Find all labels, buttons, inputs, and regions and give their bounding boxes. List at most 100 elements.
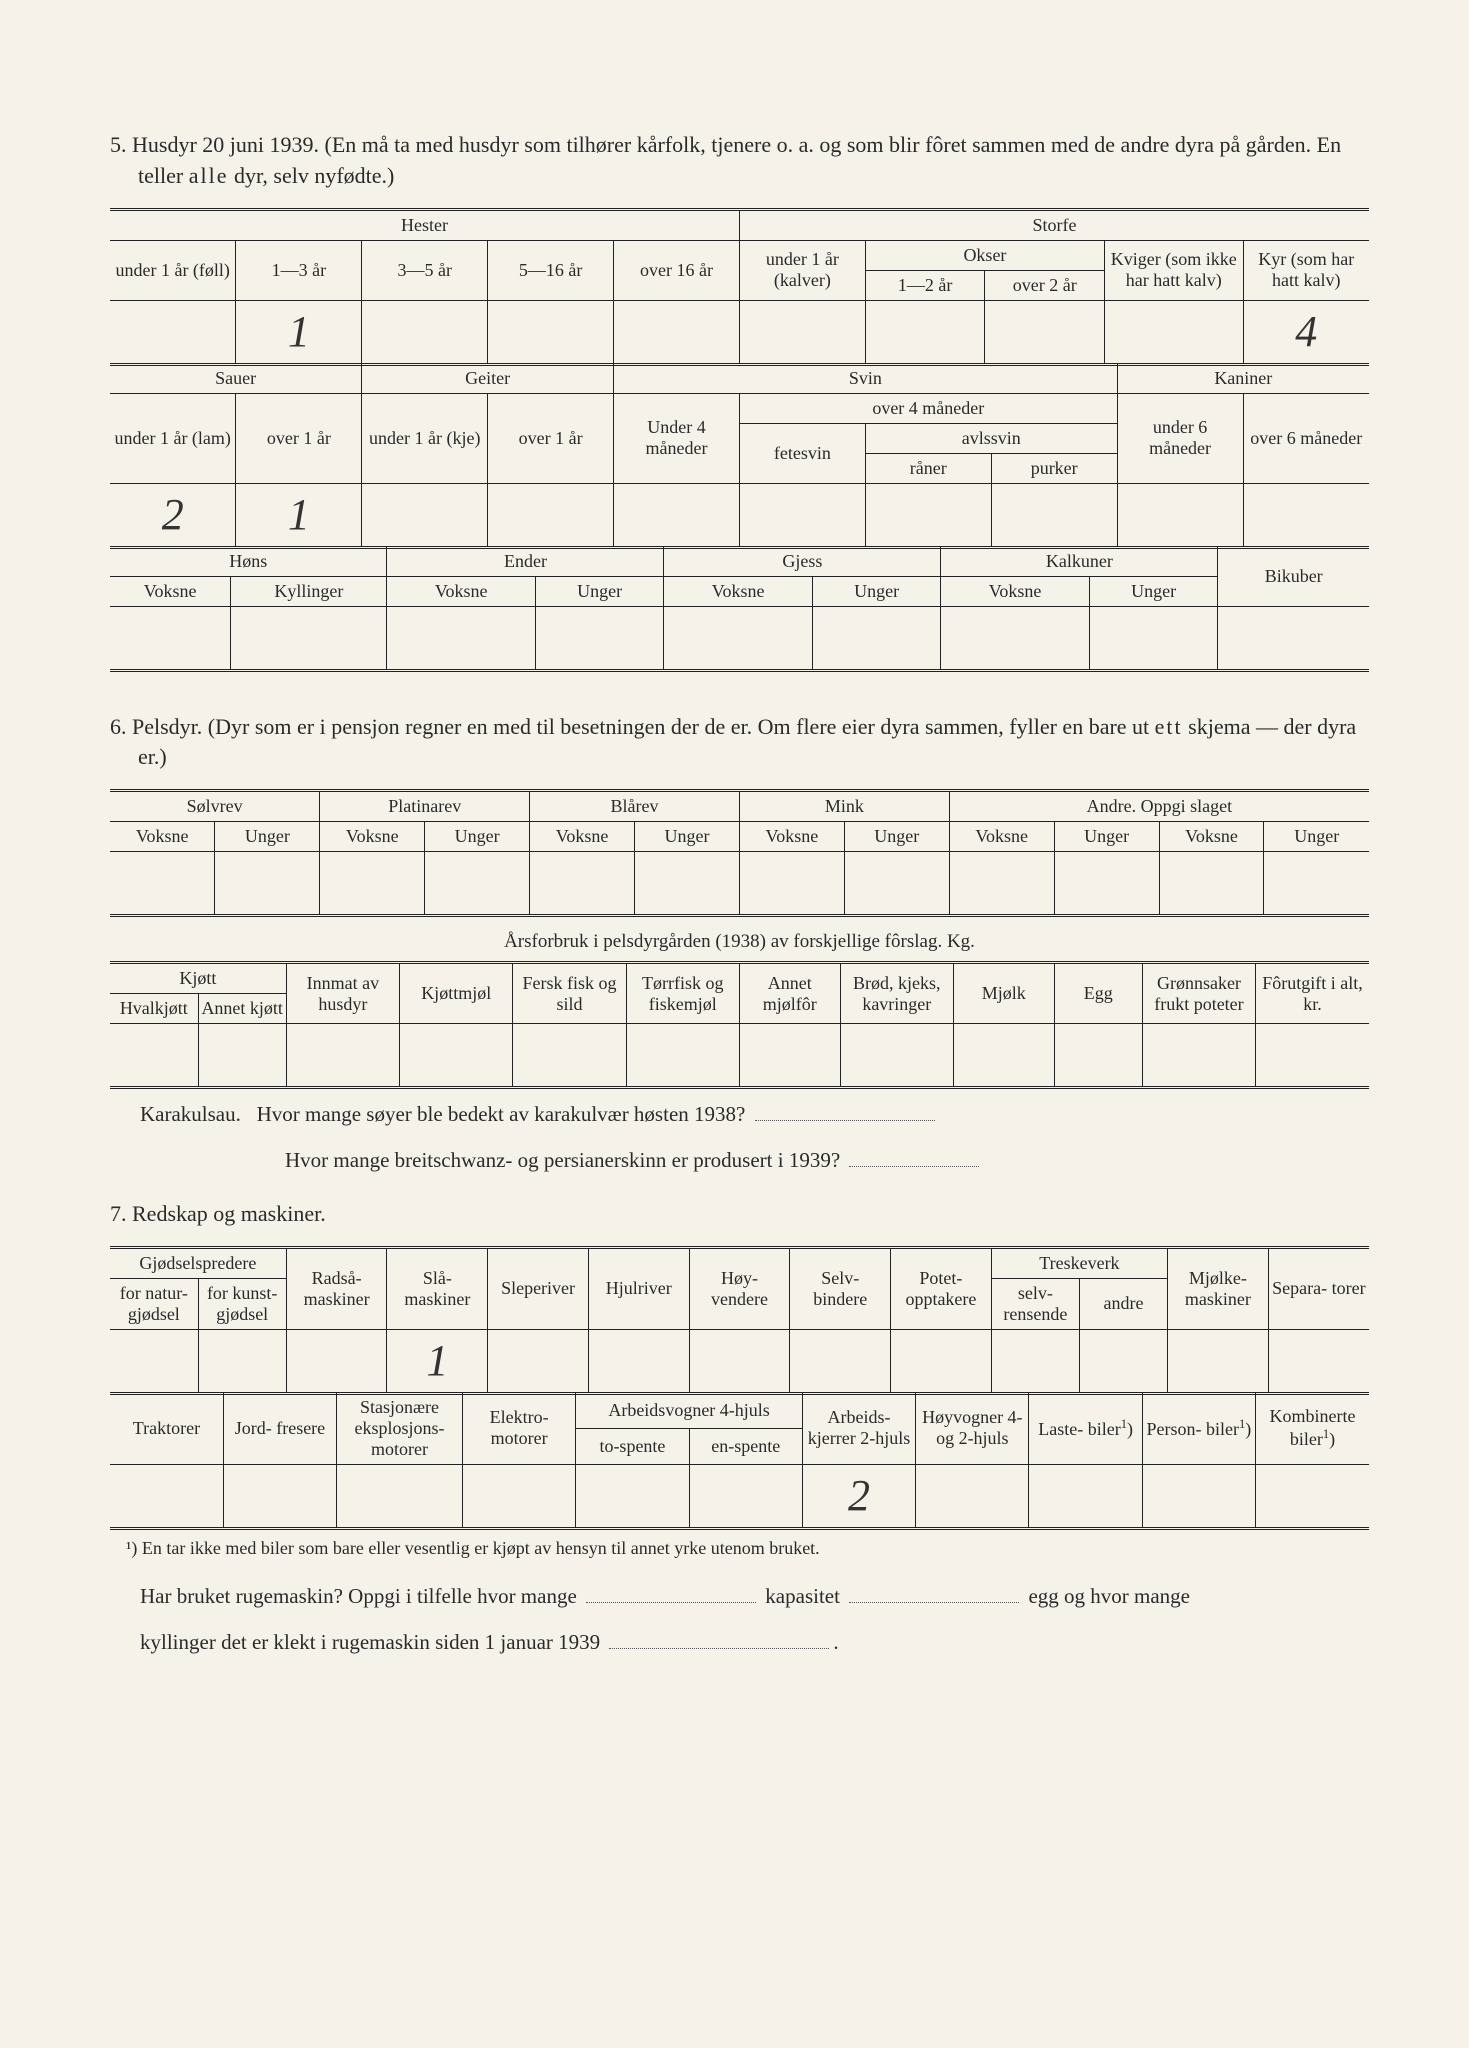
s7-heading: 7. Redskap og maskiner. [110, 1199, 1369, 1230]
cell [462, 1464, 575, 1528]
cell [110, 1024, 198, 1088]
cell [953, 1024, 1054, 1088]
cell [844, 852, 949, 916]
th-selvb: Selv- bindere [790, 1247, 891, 1329]
blank-line [849, 1582, 1019, 1603]
th-u: Unger [1089, 576, 1218, 606]
th-sep: Separa- torer [1268, 1247, 1369, 1329]
th-gjspr: Gjødselspredere [110, 1247, 286, 1278]
karakul-label: Karakulsau. [140, 1102, 241, 1126]
th-u: Unger [1264, 822, 1369, 852]
th-h-u1: under 1 år (føll) [110, 240, 236, 300]
blank-line [849, 1146, 979, 1167]
cell [1089, 606, 1218, 670]
th-storfe: Storfe [739, 209, 1369, 240]
cell [110, 1329, 198, 1393]
th-sv-o4: over 4 måneder [739, 393, 1117, 423]
th-sa-o1: over 1 år [236, 393, 362, 483]
th-svin: Svin [614, 364, 1118, 394]
ruge-q1: Har bruket rugemaskin? Oppgi i tilfelle … [140, 1577, 1369, 1617]
th-ka-o6: over 6 måneder [1243, 393, 1369, 483]
th-elektro: Elektro- motorer [462, 1393, 575, 1465]
th-v: Voksne [1159, 822, 1264, 852]
th-jord: Jord- fresere [223, 1393, 336, 1465]
s7-num: 7. [110, 1201, 127, 1226]
cell [949, 852, 1054, 916]
th-andre: Andre. Oppgi slaget [949, 791, 1369, 822]
cell [530, 852, 635, 916]
cell [110, 1464, 223, 1528]
th-solv: Sølvrev [110, 791, 320, 822]
cell-kyr: 4 [1243, 300, 1369, 364]
cell [1142, 1024, 1255, 1088]
cell [739, 1024, 840, 1088]
th-plat: Platinarev [320, 791, 530, 822]
cell [1264, 852, 1369, 916]
cell [1268, 1329, 1369, 1393]
th-hjul: Hjulriver [588, 1247, 689, 1329]
cell [916, 1464, 1029, 1528]
s7-title: Redskap og maskiner. [132, 1201, 326, 1226]
cell [1117, 483, 1243, 547]
th-hons: Høns [110, 547, 387, 577]
cell [614, 483, 740, 547]
cell [1159, 852, 1264, 916]
cell-sla: 1 [387, 1329, 488, 1393]
th-u: Unger [215, 822, 320, 852]
th-annetm: Annet mjølfôr [739, 963, 840, 1024]
th-hval: Hvalkjøtt [110, 994, 198, 1024]
cell [664, 606, 812, 670]
th-potet: Potet- opptakere [891, 1247, 992, 1329]
th-bla: Blårev [530, 791, 740, 822]
th-hoyv: Høyvogner 4- og 2-hjuls [916, 1393, 1029, 1465]
th-v: Voksne [664, 576, 812, 606]
th-egg: Egg [1054, 963, 1142, 1024]
th-avls: avlssvin [865, 423, 1117, 453]
th-annetk: Annet kjøtt [198, 994, 286, 1024]
cell [739, 483, 865, 547]
cell [812, 606, 941, 670]
th-slep: Sleperiver [488, 1247, 589, 1329]
th-kaniner: Kaniner [1117, 364, 1369, 394]
cell [739, 852, 844, 916]
s6-num: 6. [110, 714, 127, 739]
th-v: Voksne [110, 822, 215, 852]
cell [231, 606, 387, 670]
cell [535, 606, 664, 670]
th-h13: 1—3 år [236, 240, 362, 300]
q1c: egg og hvor mange [1028, 1584, 1190, 1608]
s5-table2: Sauer Geiter Svin Kaniner under 1 år (la… [110, 364, 1369, 549]
th-ho16: over 16 år [614, 240, 740, 300]
karakul-text2: Hvor mange breitschwanz- og persianerski… [285, 1148, 840, 1172]
th-v: Voksne [941, 576, 1089, 606]
th-ender: Ender [387, 547, 664, 577]
th-mink: Mink [739, 791, 949, 822]
th-v: Voksne [387, 576, 535, 606]
th-v: Voksne [530, 822, 635, 852]
q2a: kyllinger det er klekt i rugemaskin side… [140, 1630, 600, 1654]
cell [425, 852, 530, 916]
th-fete: fetesvin [739, 423, 865, 483]
th-v: Voksne [320, 822, 425, 852]
cell [513, 1024, 626, 1088]
cell [1168, 1329, 1269, 1393]
th-torr: Tørrfisk og fiskemjøl [626, 963, 739, 1024]
s5-title-em: alle [189, 163, 229, 188]
cell [400, 1024, 513, 1088]
s7-table2: Traktorer Jord- fresere Stasjonære ekspl… [110, 1393, 1369, 1530]
cell [840, 1024, 953, 1088]
th-arb4: Arbeidsvogner 4-hjuls [576, 1393, 803, 1428]
cell [985, 300, 1105, 364]
th-u: Unger [1054, 822, 1159, 852]
cell [1256, 1024, 1369, 1088]
th-u: Unger [844, 822, 949, 852]
cell [865, 483, 991, 547]
cell [1079, 1329, 1167, 1393]
s7-table1: Gjødselspredere Radså- maskiner Slå- mas… [110, 1246, 1369, 1395]
s6-caption: Årsforbruk i pelsdyrgården (1938) av for… [110, 931, 1369, 953]
th-person: Person- biler1) [1142, 1393, 1255, 1465]
cell [488, 1329, 589, 1393]
karakul-text1: Hvor mange søyer ble bedekt av karakulvæ… [257, 1102, 746, 1126]
cell-sa-u1: 2 [110, 483, 236, 547]
cell [337, 1464, 463, 1528]
